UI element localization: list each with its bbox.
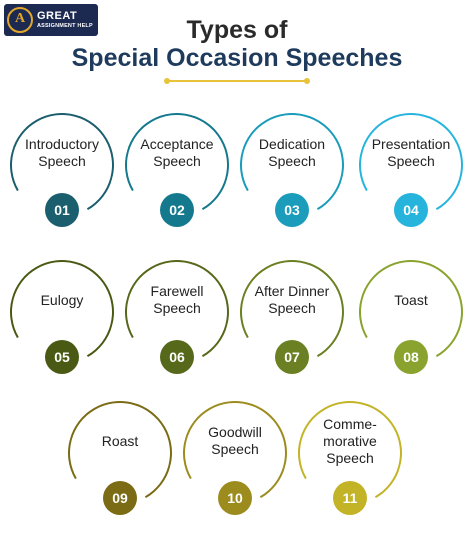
speech-number-badge: 09 [103,481,137,515]
speech-label: Toast [394,291,428,308]
speech-number-badge: 04 [394,193,428,227]
speech-number-badge: 05 [45,340,79,374]
speech-number-badge: 10 [218,481,252,515]
title-divider [164,78,310,84]
speech-type-1: Introductory Speech 01 [0,101,126,229]
speech-label: Introductory Speech [25,136,99,169]
speech-type-3: Dedication Speech 03 [228,101,356,229]
speech-type-11: Comme-morative Speech 11 [286,389,414,517]
title-line-1: Types of [186,16,288,44]
speech-type-6: Farewell Speech 06 [113,248,241,376]
logo-line-2: ASSIGNMENT HELP [37,22,93,29]
speech-label: After Dinner Speech [254,283,330,316]
speech-label: Dedication Speech [258,136,326,169]
speech-label: Comme-morative Speech [323,415,377,466]
speech-type-8: Toast 08 [347,248,474,376]
speech-label: Farewell Speech [150,283,204,316]
logo-text: GREAT ASSIGNMENT HELP [37,9,93,30]
speech-number-badge: 11 [333,481,367,515]
speech-type-4: Presentation Speech 04 [347,101,474,229]
speech-number-badge: 03 [275,193,309,227]
speech-type-5: Eulogy 05 [0,248,126,376]
speech-label: Presentation Speech [371,136,451,169]
speech-number-badge: 01 [45,193,79,227]
title-line-2: Special Occasion Speeches [71,44,403,72]
speech-type-2: Acceptance Speech 02 [113,101,241,229]
speech-number-badge: 06 [160,340,194,374]
speech-type-9: Roast 09 [56,389,184,517]
speech-label: Acceptance Speech [140,136,214,169]
speech-label: Eulogy [40,291,84,308]
speech-number-badge: 08 [394,340,428,374]
speech-number-badge: 07 [275,340,309,374]
speech-type-7: After Dinner Speech 07 [228,248,356,376]
speech-number-badge: 02 [160,193,194,227]
speech-label: Roast [101,432,139,449]
logo-mark-icon: A [7,7,33,33]
speech-label: Goodwill Speech [208,424,262,457]
brand-logo: A GREAT ASSIGNMENT HELP [4,4,98,36]
speech-type-10: Goodwill Speech 10 [171,389,299,517]
logo-line-1: GREAT [37,9,78,22]
